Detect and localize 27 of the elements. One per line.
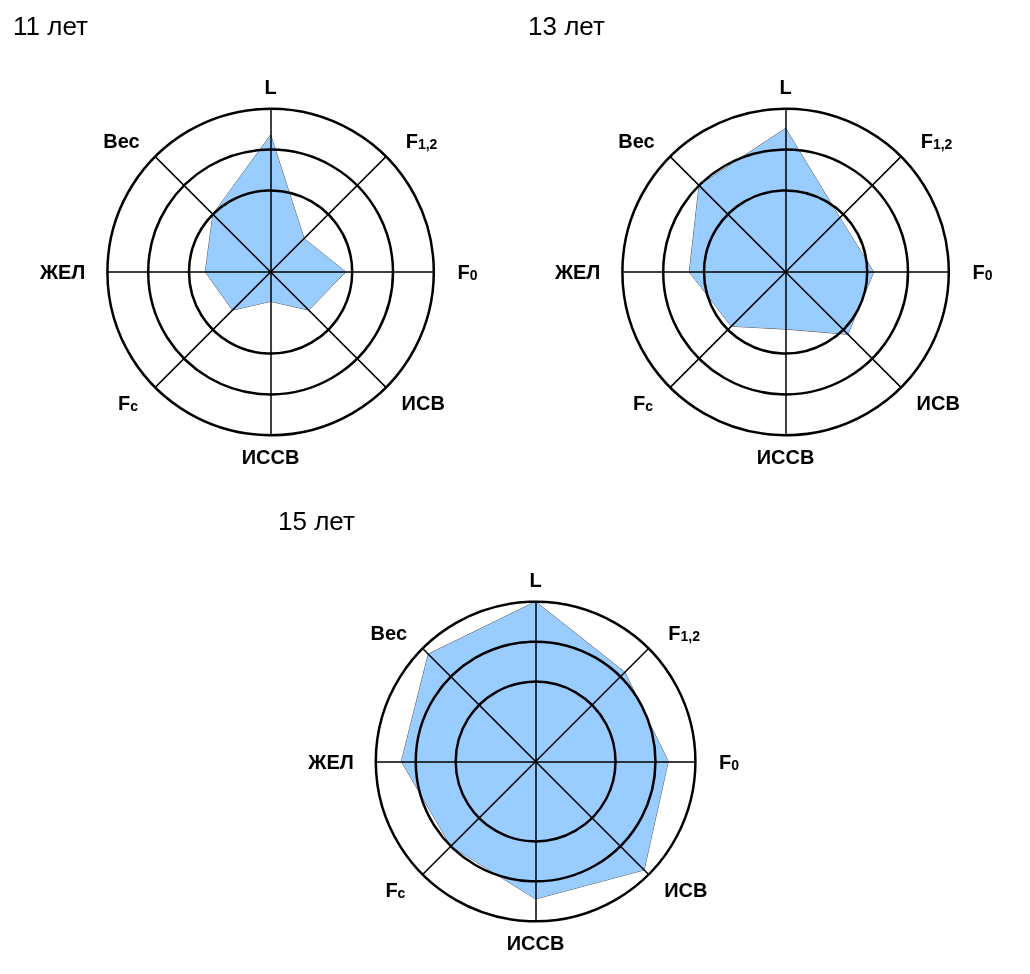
spoke-label: ИССВ: [506, 932, 565, 955]
spoke-label: ЖЕЛ: [38, 261, 86, 283]
spoke-label: Fc: [117, 391, 139, 414]
spoke-label: Вес: [103, 130, 140, 153]
spoke-label: F0: [457, 261, 478, 283]
spoke-label: F1,2: [668, 621, 701, 644]
spoke-label: ИСВ: [401, 391, 445, 414]
spoke-label: ЖЕЛ: [553, 261, 601, 283]
spoke-label: Fc: [632, 391, 654, 414]
chart-title: 11 лет: [13, 11, 88, 41]
spoke-label: ИССВ: [241, 446, 300, 469]
spoke-label: ЖЕЛ: [307, 750, 354, 773]
spoke-label: L: [264, 75, 277, 98]
spoke-label: Fc: [385, 879, 406, 902]
spoke-label: ИСВ: [664, 879, 708, 902]
spoke-label: Вес: [618, 130, 655, 153]
chart-title: 15 лет: [278, 506, 355, 536]
spoke-label: F0: [972, 261, 993, 283]
spoke-label: L: [529, 568, 542, 591]
spoke-label: F1,2: [405, 130, 438, 153]
chart-title: 13 лет: [528, 11, 605, 41]
spoke-label: ИССВ: [756, 446, 815, 469]
spoke-label: F1,2: [920, 130, 953, 153]
spoke-label: ИСВ: [916, 391, 960, 414]
spoke-label: F0: [719, 750, 740, 773]
spoke-label: Вес: [370, 621, 408, 644]
spoke-label: L: [779, 75, 792, 98]
